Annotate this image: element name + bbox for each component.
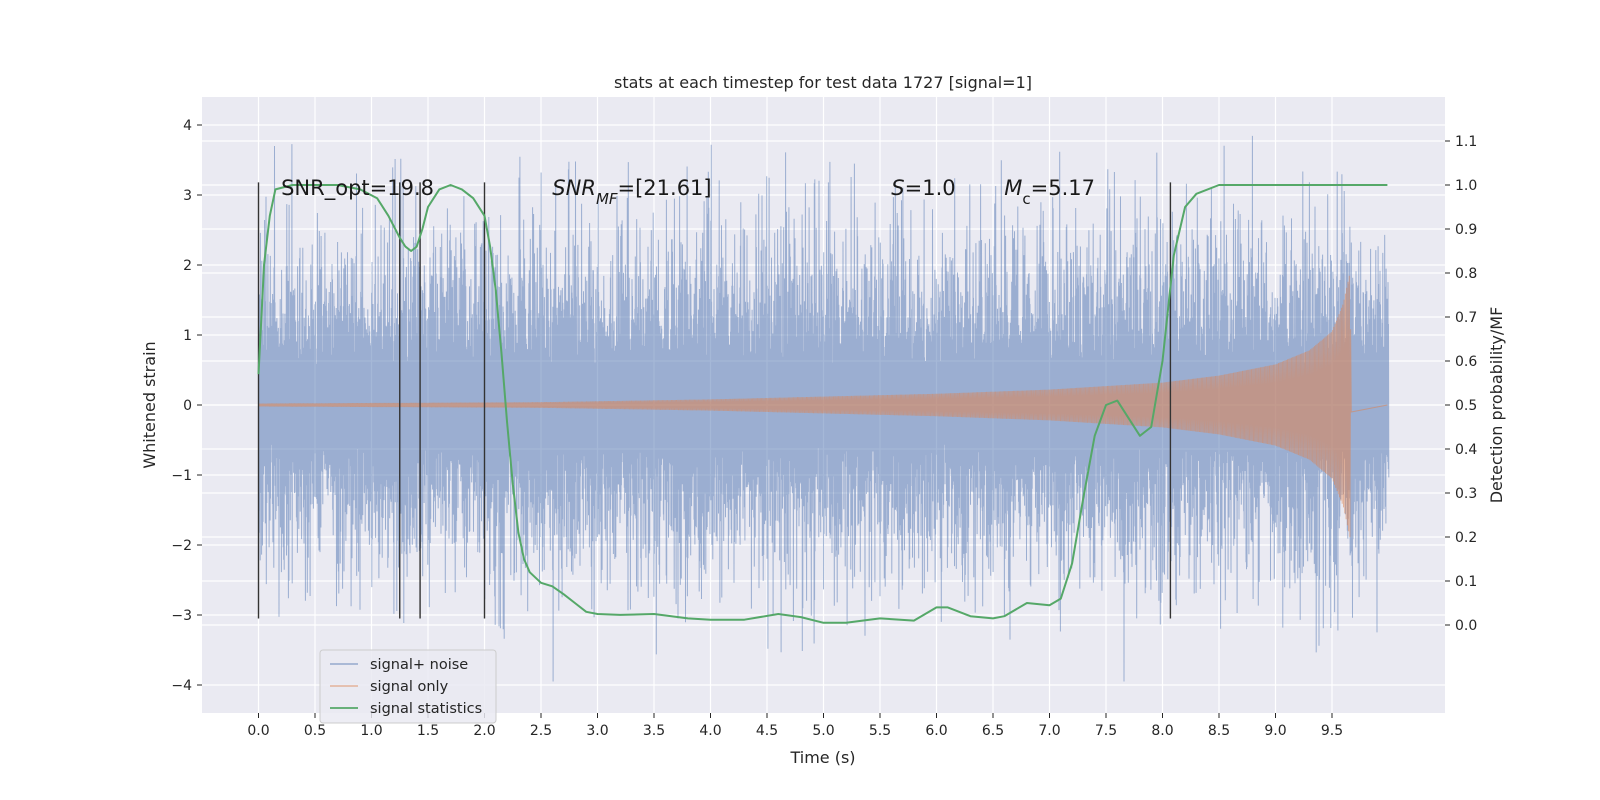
- x-tick-label: 4.5: [756, 723, 778, 739]
- annotation: S=1.0: [891, 176, 955, 200]
- chart-title: stats at each timestep for test data 172…: [614, 73, 1032, 92]
- x-axis-label: Time (s): [789, 748, 855, 767]
- y-left-tick-label: 0: [183, 398, 192, 414]
- y-axis-label-left: Whitened strain: [140, 341, 159, 468]
- y-right-tick-label: 1.1: [1455, 134, 1477, 150]
- y-right-tick-label: 0.0: [1455, 618, 1477, 634]
- series-signal-noise: [258, 135, 1390, 682]
- y-right-tick-label: 1.0: [1455, 178, 1477, 194]
- y-right-tick-label: 0.4: [1455, 442, 1477, 458]
- x-tick-label: 8.0: [1151, 723, 1173, 739]
- y-left-tick-label: 1: [183, 328, 192, 344]
- x-tick-label: 9.0: [1264, 723, 1286, 739]
- y-left-tick-label: −3: [171, 608, 192, 624]
- legend-label-signal-only: signal only: [370, 679, 449, 695]
- y-right-tick-label: 0.9: [1455, 222, 1477, 238]
- y-left-tick-label: 3: [183, 188, 192, 204]
- axis-ticks: 0.0 0.5 1.0 1.5 2.0 2.5 3.0 3.5 4.0 4.5 5.0 5.5 6.0 6…: [171, 118, 1477, 739]
- x-tick-label: 5.5: [869, 723, 891, 739]
- legend-label-signal-noise: signal+ noise: [370, 657, 468, 673]
- annotation: SNRMF=[21.61]: [552, 176, 711, 208]
- y-left-tick-label: 4: [183, 118, 192, 134]
- line-signal-noise: [258, 135, 1390, 682]
- y-right-tick-label: 0.1: [1455, 574, 1477, 590]
- x-tick-label: 2.0: [473, 723, 495, 739]
- legend-box: [319, 649, 497, 724]
- y-left-tick-label: −1: [171, 468, 192, 484]
- annotation: SNR_opt=19.8: [281, 176, 434, 201]
- x-tick-label: 3.0: [586, 723, 608, 739]
- x-tick-label: 6.0: [925, 723, 947, 739]
- x-tick-label: 8.5: [1208, 723, 1230, 739]
- y-right-tick-label: 0.8: [1455, 266, 1477, 282]
- vertical-markers: [257, 182, 1172, 619]
- legend: signal+ noise signal only signal statist…: [319, 649, 497, 724]
- y-right-tick-label: 0.6: [1455, 354, 1477, 370]
- x-tick-label: 7.0: [1038, 723, 1060, 739]
- x-tick-label: 0.0: [247, 723, 269, 739]
- x-tick-label: 7.5: [1095, 723, 1117, 739]
- annotations: SNR_opt=19.8 SNRMF=[21.61] S=1.0 Mc=5.17: [281, 176, 1095, 208]
- x-tick-label: 9.5: [1321, 723, 1343, 739]
- x-tick-label: 3.5: [643, 723, 665, 739]
- x-tick-label: 5.0: [812, 723, 834, 739]
- y-right-tick-label: 0.2: [1455, 530, 1477, 546]
- x-tick-label: 1.0: [360, 723, 382, 739]
- y-left-tick-label: −4: [171, 678, 192, 694]
- x-tick-label: 2.5: [530, 723, 552, 739]
- annotation: Mc=5.17: [1004, 176, 1095, 208]
- x-tick-label: 4.0: [699, 723, 721, 739]
- legend-label-signal-statistics: signal statistics: [370, 701, 482, 717]
- y-left-tick-label: 2: [183, 258, 192, 274]
- y-left-tick-label: −2: [171, 538, 192, 554]
- x-tick-label: 1.5: [417, 723, 439, 739]
- y-right-tick-label: 0.5: [1455, 398, 1477, 414]
- x-tick-label: 0.5: [304, 723, 326, 739]
- line-signal-statistics: [257, 184, 1388, 624]
- series-signal-statistics: [257, 184, 1388, 624]
- y-axis-label-right: Detection probability/MF: [1487, 307, 1506, 504]
- y-right-tick-label: 0.7: [1455, 310, 1477, 326]
- y-right-tick-label: 0.3: [1455, 486, 1477, 502]
- x-tick-label: 6.5: [982, 723, 1004, 739]
